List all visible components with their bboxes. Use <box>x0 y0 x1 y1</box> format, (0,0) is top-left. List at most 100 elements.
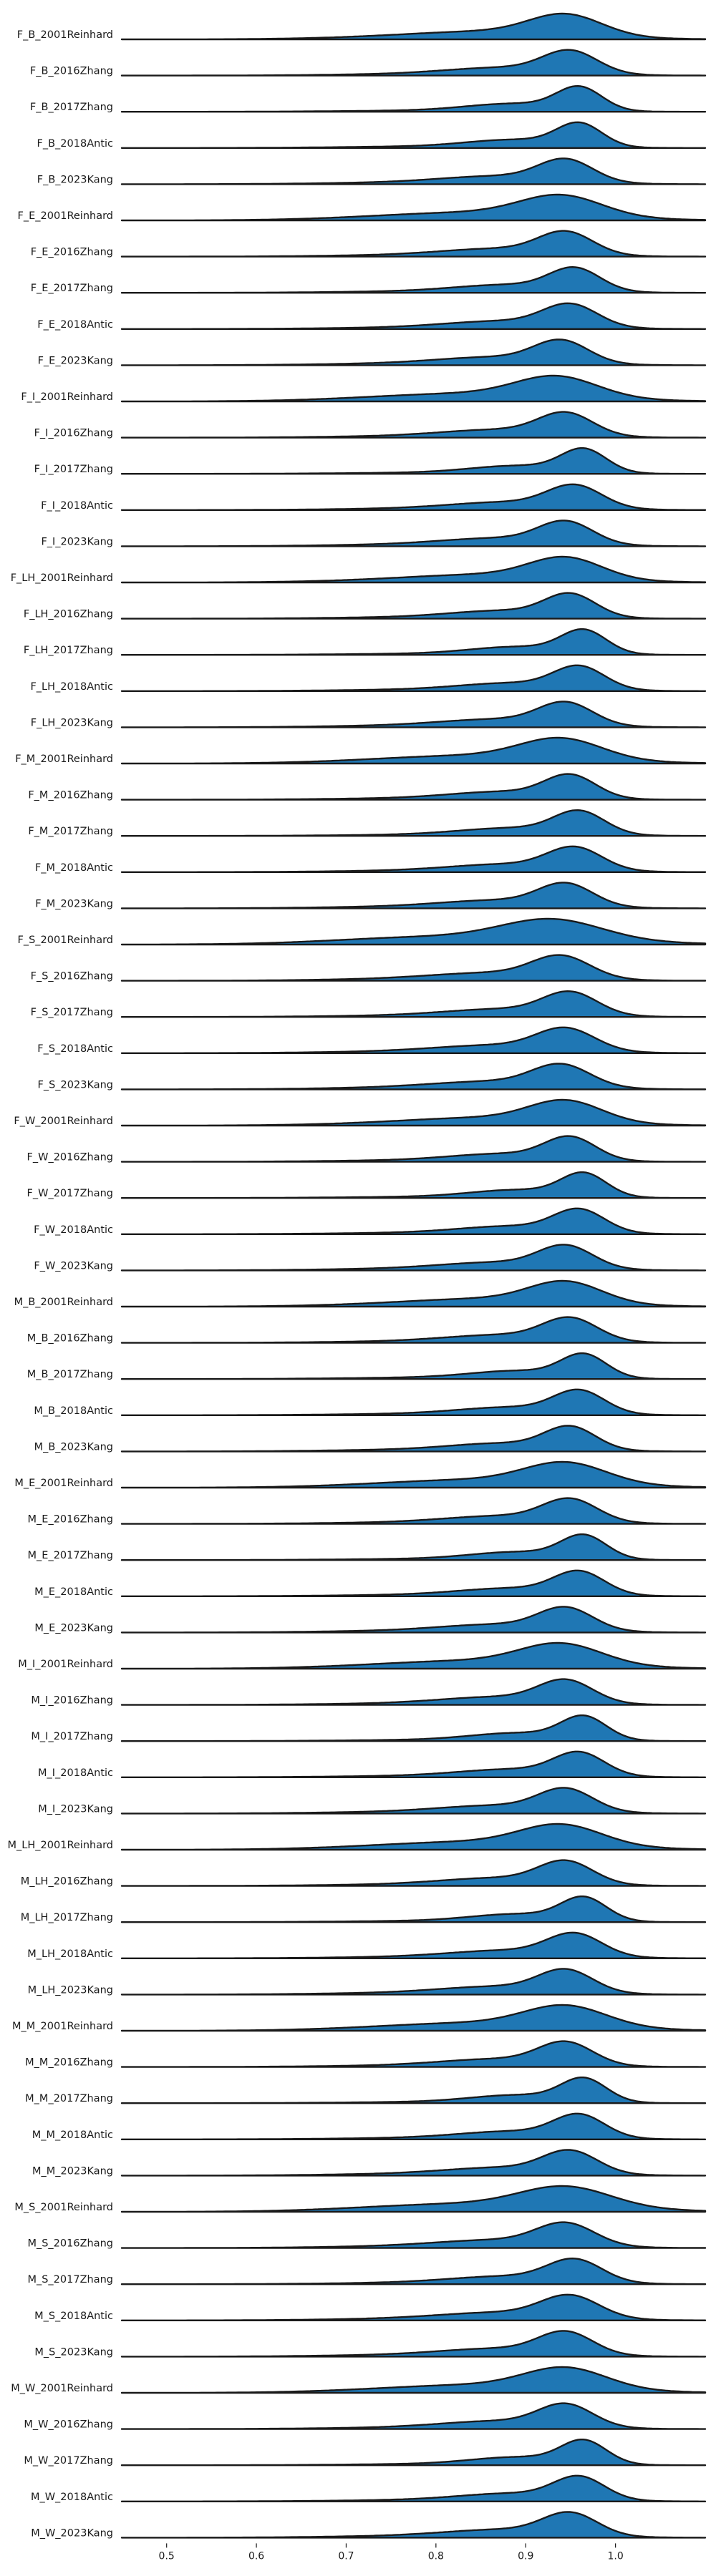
ridge-area <box>120 2004 707 2032</box>
ridge-label: F_LH_2018Antic <box>30 681 113 693</box>
ridge-F_I_2017Zhang: F_I_2017Zhang <box>34 447 707 475</box>
ridge-F_LH_2018Antic: F_LH_2018Antic <box>30 664 707 693</box>
ridge-F_M_2017Zhang: F_M_2017Zhang <box>28 809 707 837</box>
ridge-label: F_I_2001Reinhard <box>21 391 113 403</box>
ridges: F_B_2001Reinhard F_B_2016Zhang F_B_2017Zha… <box>8 12 707 2539</box>
ridge-area <box>120 1207 707 1235</box>
ridge-area <box>120 2112 707 2140</box>
ridge-label: F_I_2016Zhang <box>34 428 113 439</box>
ridge-label: F_M_2016Zhang <box>28 790 113 801</box>
ridge-area <box>120 338 707 366</box>
ridge-F_B_2018Antic: F_B_2018Antic <box>37 121 707 150</box>
ridge-F_LH_2023Kang: F_LH_2023Kang <box>31 701 707 728</box>
ridge-M_M_2017Zhang: M_M_2017Zhang <box>25 2077 707 2104</box>
ridge-label: M_I_2023Kang <box>38 1803 113 1815</box>
ridge-F_LH_2001Reinhard: F_LH_2001Reinhard <box>11 555 707 584</box>
ridge-label: F_E_2016Zhang <box>31 247 113 258</box>
ridge-label: F_E_2018Antic <box>37 319 113 331</box>
ridge-label: F_LH_2023Kang <box>31 717 113 728</box>
ridge-area <box>120 49 707 77</box>
ridge-M_I_2001Reinhard: M_I_2001Reinhard <box>18 1641 707 1670</box>
ridge-area <box>120 701 707 728</box>
ridge-area <box>120 1931 707 1959</box>
ridge-label: F_W_2016Zhang <box>27 1152 113 1163</box>
ridge-area <box>120 1135 707 1163</box>
ridge-M_I_2023Kang: M_I_2023Kang <box>38 1787 707 1815</box>
ridge-F_I_2018Antic: F_I_2018Antic <box>41 483 707 512</box>
ridge-F_M_2018Antic: F_M_2018Antic <box>35 845 707 874</box>
ridge-M_S_2023Kang: M_S_2023Kang <box>34 2330 707 2358</box>
ridge-area <box>120 1098 707 1127</box>
ridge-F_S_2001Reinhard: F_S_2001Reinhard <box>18 917 707 946</box>
ridge-label: F_B_2018Antic <box>37 138 114 150</box>
x-tick-label: 0.9 <box>518 2550 533 2562</box>
ridge-label: F_E_2001Reinhard <box>18 210 113 222</box>
ridge-F_S_2023Kang: F_S_2023Kang <box>38 1063 707 1091</box>
ridge-area <box>120 519 707 547</box>
ridge-label: M_W_2017Zhang <box>24 2455 113 2467</box>
ridge-label: F_S_2017Zhang <box>31 1007 113 1018</box>
ridge-label: M_B_2001Reinhard <box>14 1297 113 1308</box>
ridge-area <box>120 2366 707 2394</box>
ridge-area <box>120 1678 707 1706</box>
ridge-M_LH_2023Kang: M_LH_2023Kang <box>28 1968 707 1996</box>
ridge-F_E_2001Reinhard: F_E_2001Reinhard <box>18 193 707 222</box>
ridge-area <box>120 121 707 149</box>
ridge-area <box>120 85 707 113</box>
x-tick-label: 0.7 <box>338 2550 354 2562</box>
ridge-area <box>120 2149 707 2177</box>
ridge-area <box>120 1533 707 1561</box>
ridge-label: F_LH_2017Zhang <box>24 645 113 656</box>
ridge-M_M_2023Kang: M_M_2023Kang <box>32 2149 707 2177</box>
ridge-label: F_E_2017Zhang <box>31 283 113 294</box>
ridge-area <box>120 193 707 222</box>
ridge-label: F_M_2001Reinhard <box>15 753 113 765</box>
ridge-area <box>120 2439 707 2467</box>
ridge-area <box>120 592 707 620</box>
ridge-F_B_2001Reinhard: F_B_2001Reinhard <box>17 12 707 41</box>
ridge-area <box>120 1714 707 1742</box>
ridge-label: M_S_2001Reinhard <box>14 2202 113 2213</box>
x-tick-label: 0.6 <box>248 2550 264 2562</box>
ridge-area <box>120 483 707 511</box>
ridge-label: M_B_2023Kang <box>34 1441 113 1453</box>
ridge-label: M_E_2018Antic <box>34 1586 113 1598</box>
ridge-label: M_M_2001Reinhard <box>12 2021 113 2032</box>
ridge-area <box>120 954 707 982</box>
ridge-F_E_2023Kang: F_E_2023Kang <box>38 338 707 366</box>
ridge-F_B_2023Kang: F_B_2023Kang <box>37 157 707 185</box>
ridge-label: M_B_2016Zhang <box>27 1333 113 1345</box>
ridge-F_W_2016Zhang: F_W_2016Zhang <box>27 1135 707 1163</box>
ridge-label: M_LH_2001Reinhard <box>8 1840 113 1851</box>
ridge-label: M_W_2018Antic <box>31 2492 113 2503</box>
ridge-area <box>120 1460 707 1489</box>
ridge-label: M_M_2023Kang <box>32 2165 113 2177</box>
ridge-M_I_2018Antic: M_I_2018Antic <box>38 1750 707 1779</box>
ridge-area <box>120 1497 707 1525</box>
ridge-F_B_2017Zhang: F_B_2017Zhang <box>30 85 707 113</box>
ridge-area <box>120 157 707 185</box>
ridge-area <box>120 302 707 330</box>
ridge-area <box>120 1896 707 1923</box>
ridge-area <box>120 882 707 909</box>
ridge-label: F_S_2001Reinhard <box>18 935 114 946</box>
ridge-M_I_2017Zhang: M_I_2017Zhang <box>31 1714 707 1742</box>
ridge-label: F_I_2017Zhang <box>34 464 113 475</box>
ridge-M_W_2018Antic: M_W_2018Antic <box>31 2474 707 2503</box>
ridge-M_LH_2018Antic: M_LH_2018Antic <box>27 1931 707 1960</box>
ridge-area <box>120 917 707 946</box>
x-tick-label: 0.8 <box>428 2550 444 2562</box>
ridge-F_M_2023Kang: F_M_2023Kang <box>35 882 707 909</box>
ridge-label: F_I_2023Kang <box>41 536 113 547</box>
ridge-area <box>120 736 707 765</box>
ridge-M_E_2023Kang: M_E_2023Kang <box>34 1606 707 1634</box>
ridge-M_LH_2017Zhang: M_LH_2017Zhang <box>21 1896 707 1923</box>
ridge-M_I_2016Zhang: M_I_2016Zhang <box>31 1678 707 1707</box>
ridge-F_W_2018Antic: F_W_2018Antic <box>34 1207 707 1236</box>
ridge-area <box>120 1425 707 1453</box>
ridge-label: F_S_2023Kang <box>38 1079 113 1091</box>
ridge-label: F_LH_2016Zhang <box>24 609 113 620</box>
ridge-F_E_2017Zhang: F_E_2017Zhang <box>31 266 707 294</box>
ridge-area <box>120 664 707 692</box>
